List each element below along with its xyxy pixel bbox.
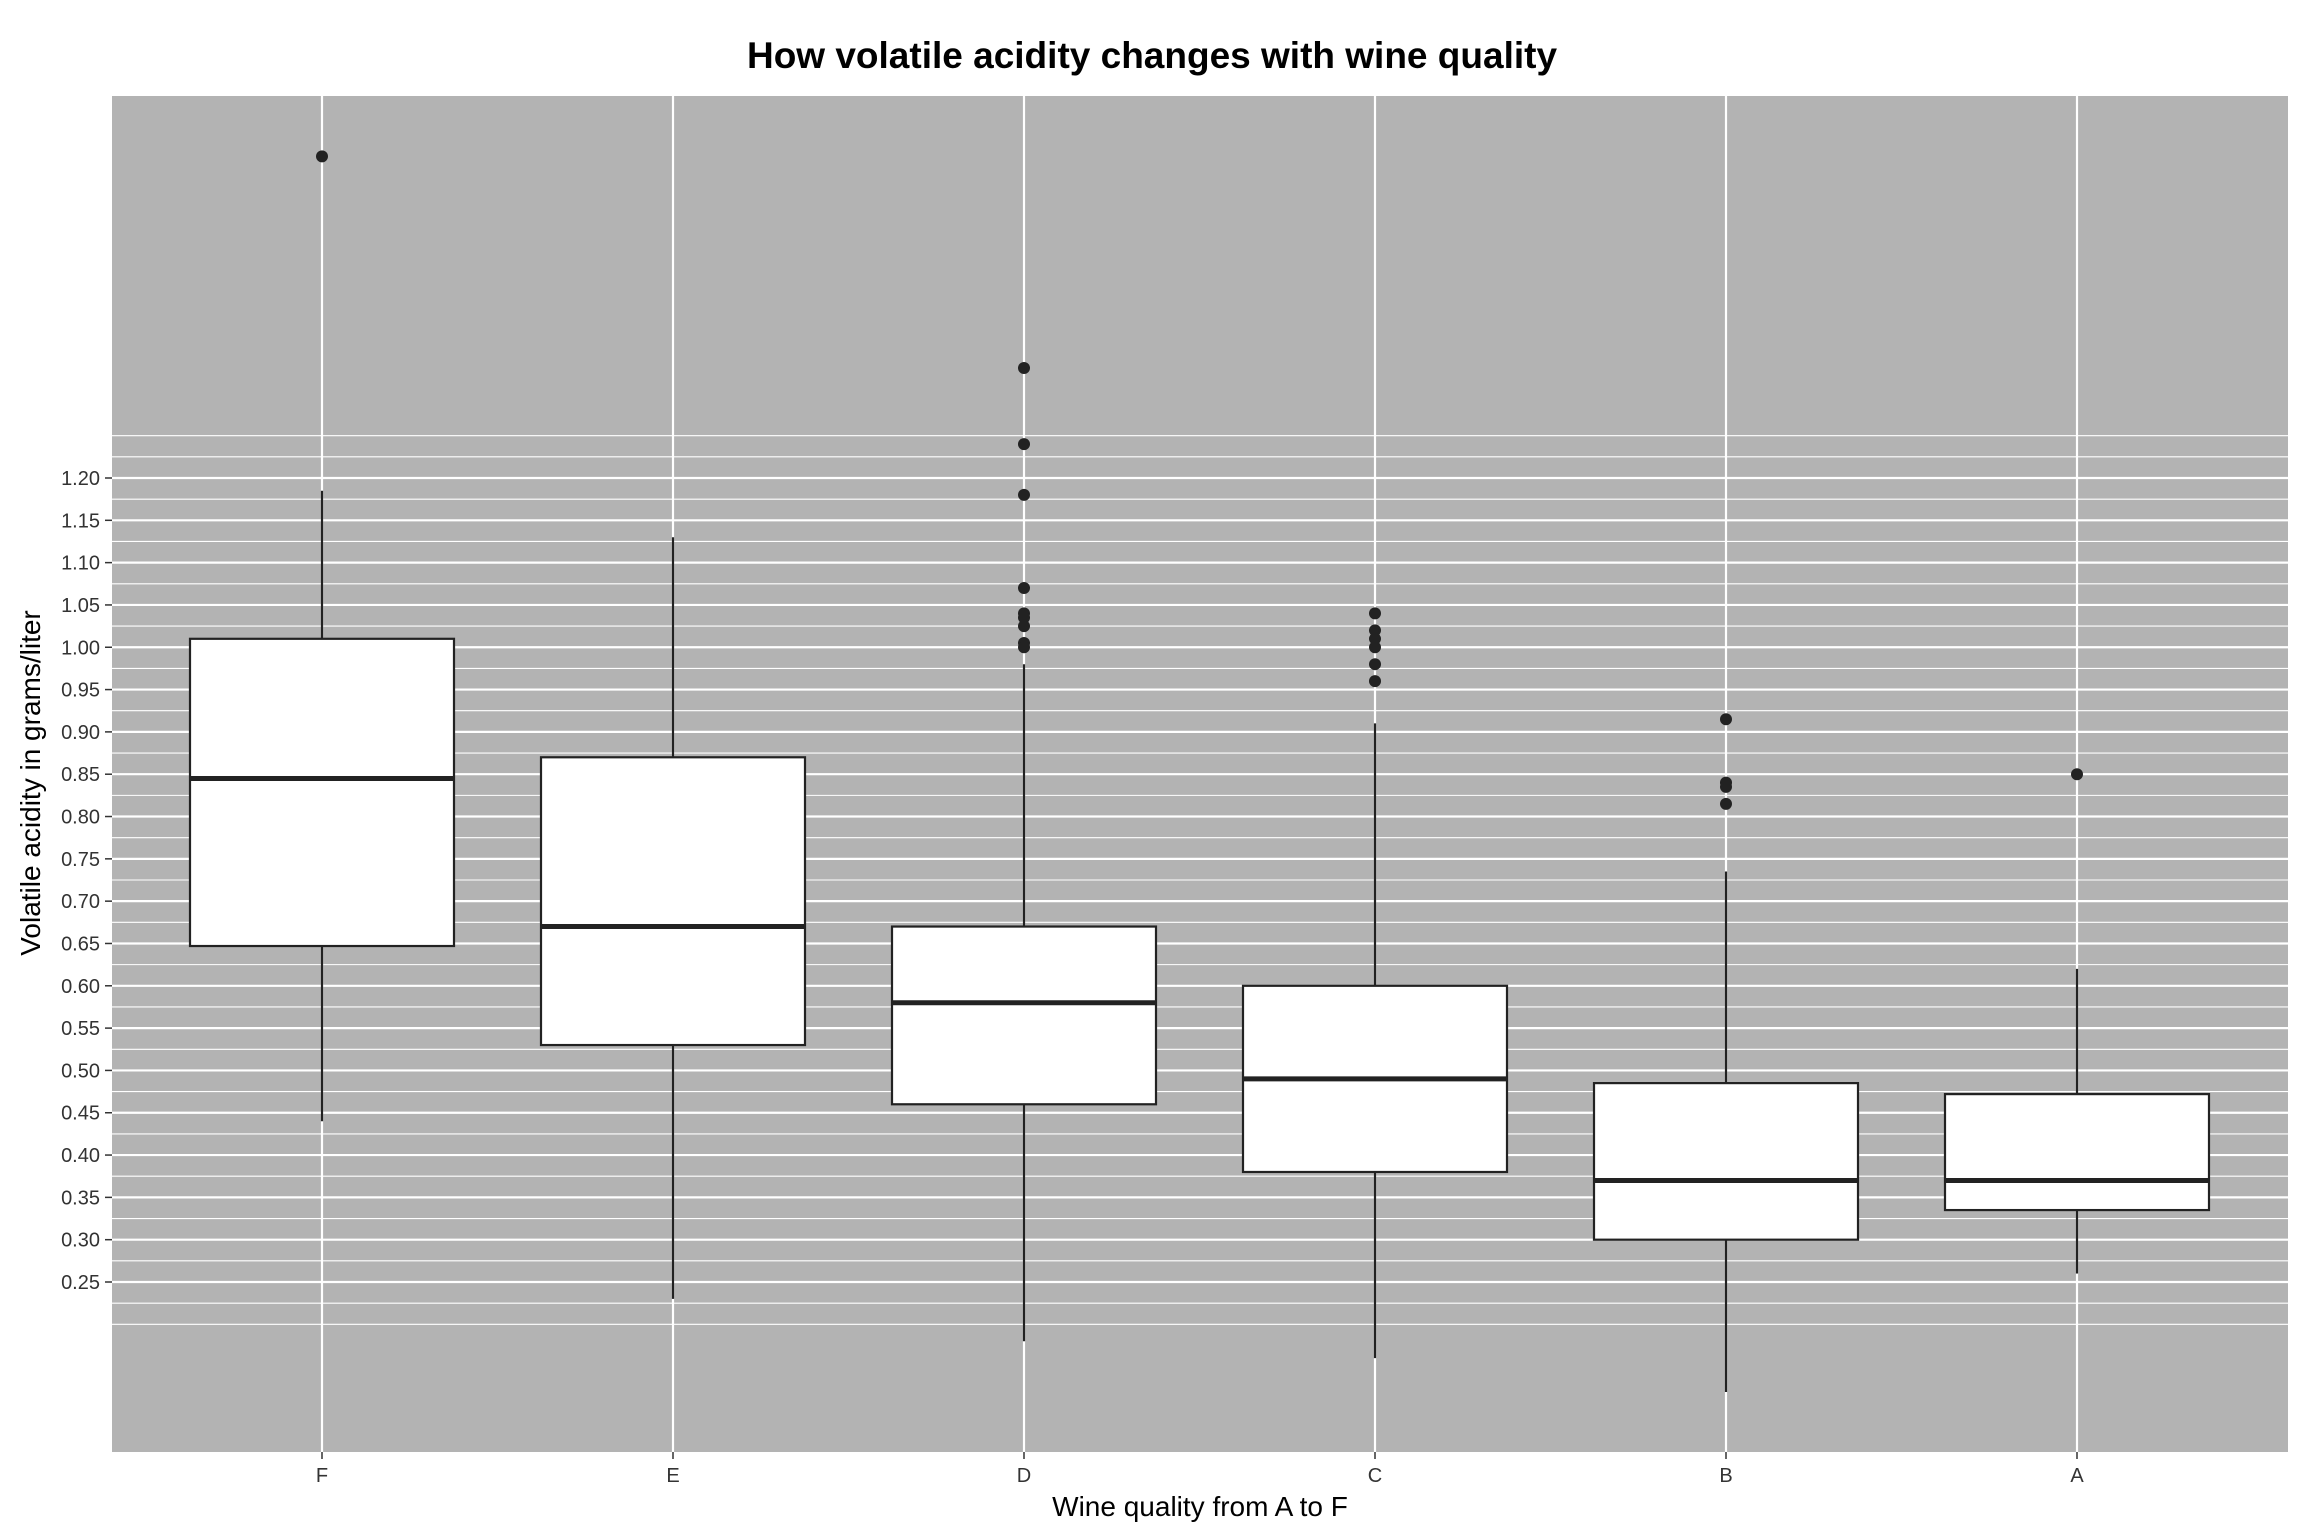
y-tick-label: 0.70 xyxy=(61,891,100,913)
y-tick-label: 1.10 xyxy=(61,553,100,575)
outlier-point xyxy=(1369,624,1381,637)
box-iqr xyxy=(1592,1082,1860,1241)
y-tick-label: 0.40 xyxy=(61,1145,100,1167)
box-iqr xyxy=(539,756,807,1047)
x-tick-label: A xyxy=(2070,1465,2084,1487)
y-axis-ticks: 0.25 0.30 0.35 0.40 0.45 0.50 0.55 0.60 0.65 0.70… xyxy=(61,468,112,1294)
box-iqr xyxy=(890,925,1158,1106)
y-tick-label: 0.30 xyxy=(61,1230,100,1252)
outlier-point xyxy=(1018,438,1030,451)
y-tick-label: 0.90 xyxy=(61,722,100,744)
outlier-point xyxy=(1018,641,1030,654)
outlier-point xyxy=(316,150,328,163)
box-iqr xyxy=(1943,1093,2211,1212)
x-axis-title: Wine quality from A to F xyxy=(1052,1491,1348,1522)
outlier-point xyxy=(1018,488,1030,501)
boxes-layer xyxy=(188,150,2211,1393)
outlier-point xyxy=(1369,641,1381,654)
outlier-point xyxy=(1018,620,1030,633)
x-tick-label: D xyxy=(1017,1465,1031,1487)
y-tick-label: 0.95 xyxy=(61,680,100,702)
outlier-point xyxy=(1369,632,1381,645)
x-tick-label: B xyxy=(1719,1465,1732,1487)
y-tick-label: 0.35 xyxy=(61,1187,100,1209)
y-tick-label: 1.15 xyxy=(61,510,100,532)
outlier-point xyxy=(1720,797,1732,810)
outlier-point xyxy=(1720,713,1732,726)
y-tick-label: 0.60 xyxy=(61,976,100,998)
y-tick-label: 0.85 xyxy=(61,764,100,786)
outlier-point xyxy=(1018,582,1030,595)
box-D xyxy=(890,361,1158,1342)
outlier-point xyxy=(1018,611,1030,624)
outlier-point xyxy=(1369,658,1381,671)
y-axis-title: Volatile acidity in grams/liter xyxy=(15,610,46,955)
y-tick-label: 1.20 xyxy=(61,468,100,490)
box-A xyxy=(1943,768,2211,1274)
y-tick-label: 0.45 xyxy=(61,1103,100,1125)
box-B xyxy=(1592,713,1860,1393)
outlier-point xyxy=(1018,361,1030,374)
grid-lines xyxy=(112,96,2288,1452)
box-iqr xyxy=(188,637,456,948)
outlier-point xyxy=(1369,675,1381,688)
y-tick-label: 0.75 xyxy=(61,849,100,871)
outlier-point xyxy=(2071,768,2083,781)
box-C xyxy=(1241,607,1509,1359)
x-tick-label: F xyxy=(316,1465,328,1487)
y-tick-label: 1.00 xyxy=(61,637,100,659)
outlier-point xyxy=(1369,607,1381,620)
y-tick-label: 0.50 xyxy=(61,1060,100,1082)
box-E xyxy=(539,537,807,1299)
chart-title: How volatile acidity changes with wine q… xyxy=(747,35,1557,76)
x-tick-label: C xyxy=(1368,1465,1382,1487)
y-tick-label: 0.25 xyxy=(61,1272,100,1294)
y-tick-label: 0.80 xyxy=(61,807,100,829)
outlier-point xyxy=(1720,780,1732,793)
y-tick-label: 0.65 xyxy=(61,933,100,955)
box-F xyxy=(188,150,456,1122)
y-tick-label: 1.05 xyxy=(61,595,100,617)
y-tick-label: 0.55 xyxy=(61,1018,100,1040)
x-tick-label: E xyxy=(666,1465,679,1487)
